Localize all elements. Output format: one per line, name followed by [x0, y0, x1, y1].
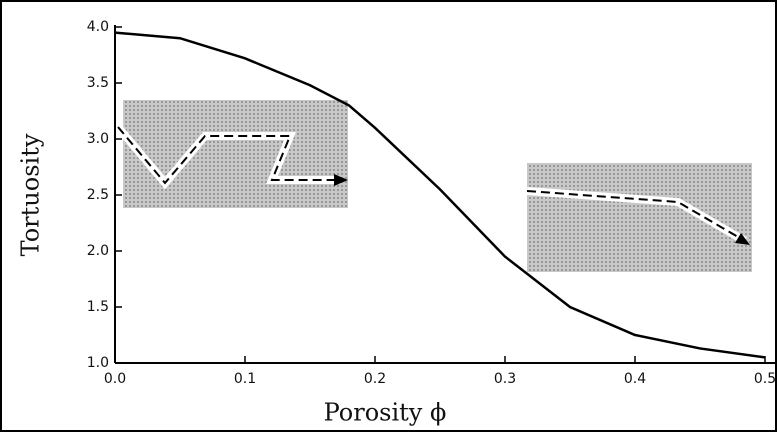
x-axis-label: Porosity ϕ	[324, 399, 447, 427]
x-tick-label: 0.0	[104, 371, 126, 387]
y-tick-label: 1.0	[87, 355, 109, 371]
x-tick-label: 0.4	[624, 371, 646, 387]
x-tick-label: 0.1	[234, 371, 256, 387]
y-tick-label: 1.5	[87, 299, 109, 315]
y-tick-label: 3.5	[87, 75, 109, 91]
y-tick-label: 4.0	[87, 19, 109, 35]
y-tick-label: 3.0	[87, 131, 109, 147]
y-tick-label: 2.0	[87, 243, 109, 259]
y-tick-label: 2.5	[87, 187, 109, 203]
inset-straight	[526, 163, 752, 272]
line	[114, 31, 766, 359]
x-tick-label: 0.3	[494, 371, 516, 387]
y-axis-label: Tortuosity	[17, 133, 45, 256]
inset-tortuous	[114, 100, 348, 208]
x-tick-label: 0.5	[754, 371, 776, 387]
x-tick-label: 0.2	[364, 371, 386, 387]
